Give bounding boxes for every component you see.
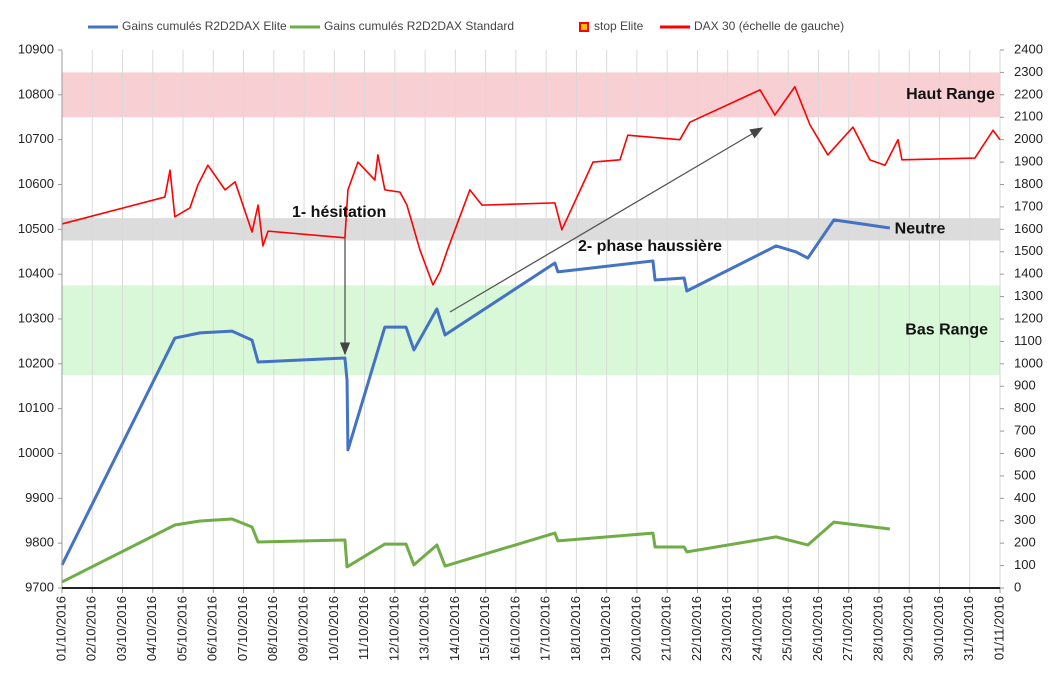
y2-tick-label: 1200: [1014, 310, 1043, 325]
x-tick-label: 29/10/2016: [901, 596, 916, 661]
y2-tick-label: 1600: [1014, 221, 1043, 236]
arrow: [449, 127, 764, 313]
x-tick-label: 12/10/2016: [386, 596, 401, 661]
x-tick-label: 18/10/2016: [568, 596, 583, 661]
y-tick-label: 10100: [18, 400, 54, 415]
annotation: 2- phase haussière: [578, 238, 722, 255]
x-tick-label: 19/10/2016: [598, 596, 613, 661]
y-tick-label: 9900: [25, 490, 54, 505]
x-tick-label: 26/10/2016: [810, 596, 825, 661]
x-tick-label: 01/10/2016: [53, 596, 68, 661]
y2-tick-label: 2200: [1014, 86, 1043, 101]
line-series: [61, 517, 891, 584]
x-tick-label: 25/10/2016: [780, 596, 795, 661]
y2-tick-label: 2000: [1014, 131, 1043, 146]
band: [62, 218, 1000, 241]
x-tick-label: 08/10/2016: [265, 596, 280, 661]
y-tick-label: 10000: [18, 445, 54, 460]
y2-tick-label: 2100: [1014, 109, 1043, 124]
y-tick-label: 10800: [18, 86, 54, 101]
y2-tick-label: 600: [1014, 445, 1036, 460]
legend-marker: [579, 22, 589, 32]
x-tick-label: 15/10/2016: [477, 596, 492, 661]
y2-tick-label: 1500: [1014, 243, 1043, 258]
y-tick-label: 9700: [25, 579, 54, 594]
x-tick-label: 24/10/2016: [749, 596, 764, 661]
x-tick-label: 01/11/2016: [991, 596, 1006, 660]
x-tick-label: 04/10/2016: [144, 596, 159, 661]
y2-tick-label: 1100: [1014, 333, 1042, 348]
y-tick-label: 9800: [25, 535, 54, 550]
x-tick-label: 30/10/2016: [931, 596, 946, 661]
y2-tick-label: 500: [1014, 467, 1036, 482]
y2-tick-label: 2300: [1014, 64, 1043, 79]
y2-tick-label: 400: [1014, 490, 1036, 505]
y2-tick-label: 1300: [1014, 288, 1043, 303]
legend-label: stop Elite: [594, 19, 644, 33]
x-tick-label: 11/10/2016: [356, 596, 371, 660]
y2-tick-label: 900: [1014, 378, 1036, 393]
band-label: Neutre: [895, 221, 946, 238]
x-tick-label: 20/10/2016: [628, 596, 643, 661]
x-tick-label: 28/10/2016: [870, 596, 885, 661]
y2-tick-label: 700: [1014, 423, 1036, 438]
x-tick-label: 27/10/2016: [840, 596, 855, 661]
band: [62, 72, 1000, 118]
x-tick-label: 14/10/2016: [447, 596, 462, 661]
y2-tick-label: 1800: [1014, 176, 1043, 191]
x-tick-label: 21/10/2016: [659, 596, 674, 661]
y2-tick-label: 1700: [1014, 198, 1043, 213]
legend-label: Gains cumulés R2D2DAX Standard: [324, 19, 514, 33]
x-tick-label: 09/10/2016: [296, 596, 311, 661]
y2-tick-label: 2400: [1014, 41, 1043, 56]
y2-tick-label: 0: [1014, 579, 1021, 594]
line-series: [60, 218, 891, 566]
band-label: Haut Range: [906, 86, 995, 103]
x-tick-label: 16/10/2016: [507, 596, 522, 661]
x-tick-label: 31/10/2016: [961, 596, 976, 661]
y-tick-label: 10500: [18, 221, 54, 236]
y-tick-label: 10200: [18, 355, 54, 370]
x-tick-label: 23/10/2016: [719, 596, 734, 661]
y2-tick-label: 100: [1014, 557, 1036, 572]
legend-label: DAX 30 (échelle de gauche): [694, 19, 844, 33]
x-tick-label: 05/10/2016: [174, 596, 189, 661]
band: [62, 285, 1000, 376]
band-label: Bas Range: [905, 321, 988, 338]
line-series: [61, 85, 1001, 286]
x-tick-label: 02/10/2016: [84, 596, 99, 661]
x-tick-label: 22/10/2016: [689, 596, 704, 661]
y-tick-label: 10700: [18, 131, 54, 146]
legend-label: Gains cumulés R2D2DAX Elite: [122, 19, 287, 33]
y2-tick-label: 1400: [1014, 266, 1043, 281]
x-tick-label: 17/10/2016: [538, 596, 553, 661]
y2-tick-label: 800: [1014, 400, 1036, 415]
y2-tick-label: 1900: [1014, 154, 1043, 169]
y-tick-label: 10600: [18, 176, 54, 191]
y2-tick-label: 300: [1014, 512, 1036, 527]
x-tick-label: 10/10/2016: [326, 596, 341, 661]
y-tick-label: 10400: [18, 266, 54, 281]
y2-tick-label: 1000: [1014, 355, 1043, 370]
x-tick-label: 06/10/2016: [205, 596, 220, 661]
y-tick-label: 10300: [18, 310, 54, 325]
x-tick-label: 07/10/2016: [235, 596, 250, 661]
y-tick-label: 10900: [18, 41, 54, 56]
x-tick-label: 03/10/2016: [114, 596, 129, 661]
x-tick-label: 13/10/2016: [417, 596, 432, 661]
annotation: 1- hésitation: [292, 204, 386, 221]
y2-tick-label: 200: [1014, 535, 1036, 550]
